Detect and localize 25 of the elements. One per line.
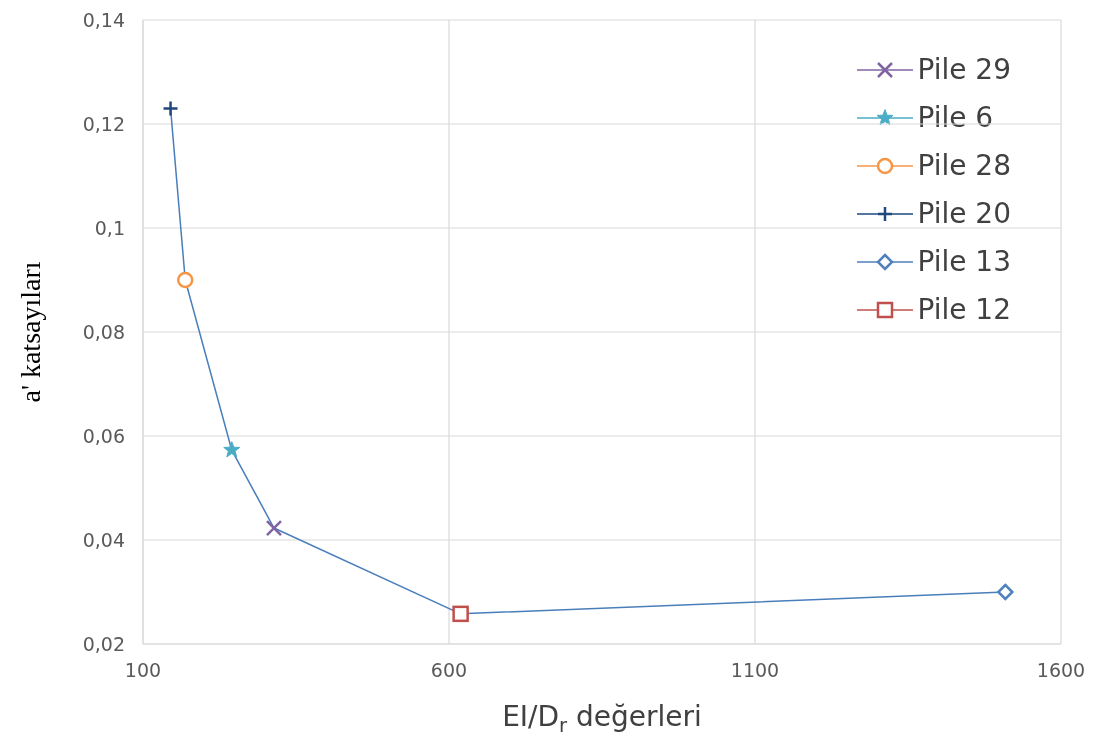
x-tick-label: 1100 <box>730 659 780 682</box>
y-tick-label: 0,14 <box>82 8 125 31</box>
legend-label: Pile 12 <box>917 293 1011 326</box>
x-tick-label: 600 <box>430 659 468 682</box>
y-tick-label: 0,08 <box>82 320 125 343</box>
legend-label: Pile 29 <box>917 53 1011 86</box>
legend-label: Pile 28 <box>917 149 1011 182</box>
x-tick-label: 100 <box>124 659 162 682</box>
legend-label: Pile 20 <box>917 197 1011 230</box>
y-tick-label: 0,02 <box>82 632 125 655</box>
x-axis-title: EI/D$_{r}$ değerleri <box>502 700 702 737</box>
legend-label: Pile 13 <box>917 245 1011 278</box>
legend-label: Pile 6 <box>917 101 994 134</box>
y-tick-label: 0,06 <box>82 424 125 447</box>
point <box>223 441 241 458</box>
point <box>997 583 1014 601</box>
y-tick-label: 0,1 <box>94 216 125 239</box>
point <box>162 100 179 117</box>
y-tick-label: 0,04 <box>82 528 125 551</box>
x-tick-label: 1600 <box>1036 659 1086 682</box>
point <box>452 605 469 623</box>
y-tick-label: 0,12 <box>82 112 125 135</box>
point <box>265 519 283 537</box>
point <box>176 271 194 289</box>
y-axis-title: a' katsayıları <box>15 261 46 403</box>
